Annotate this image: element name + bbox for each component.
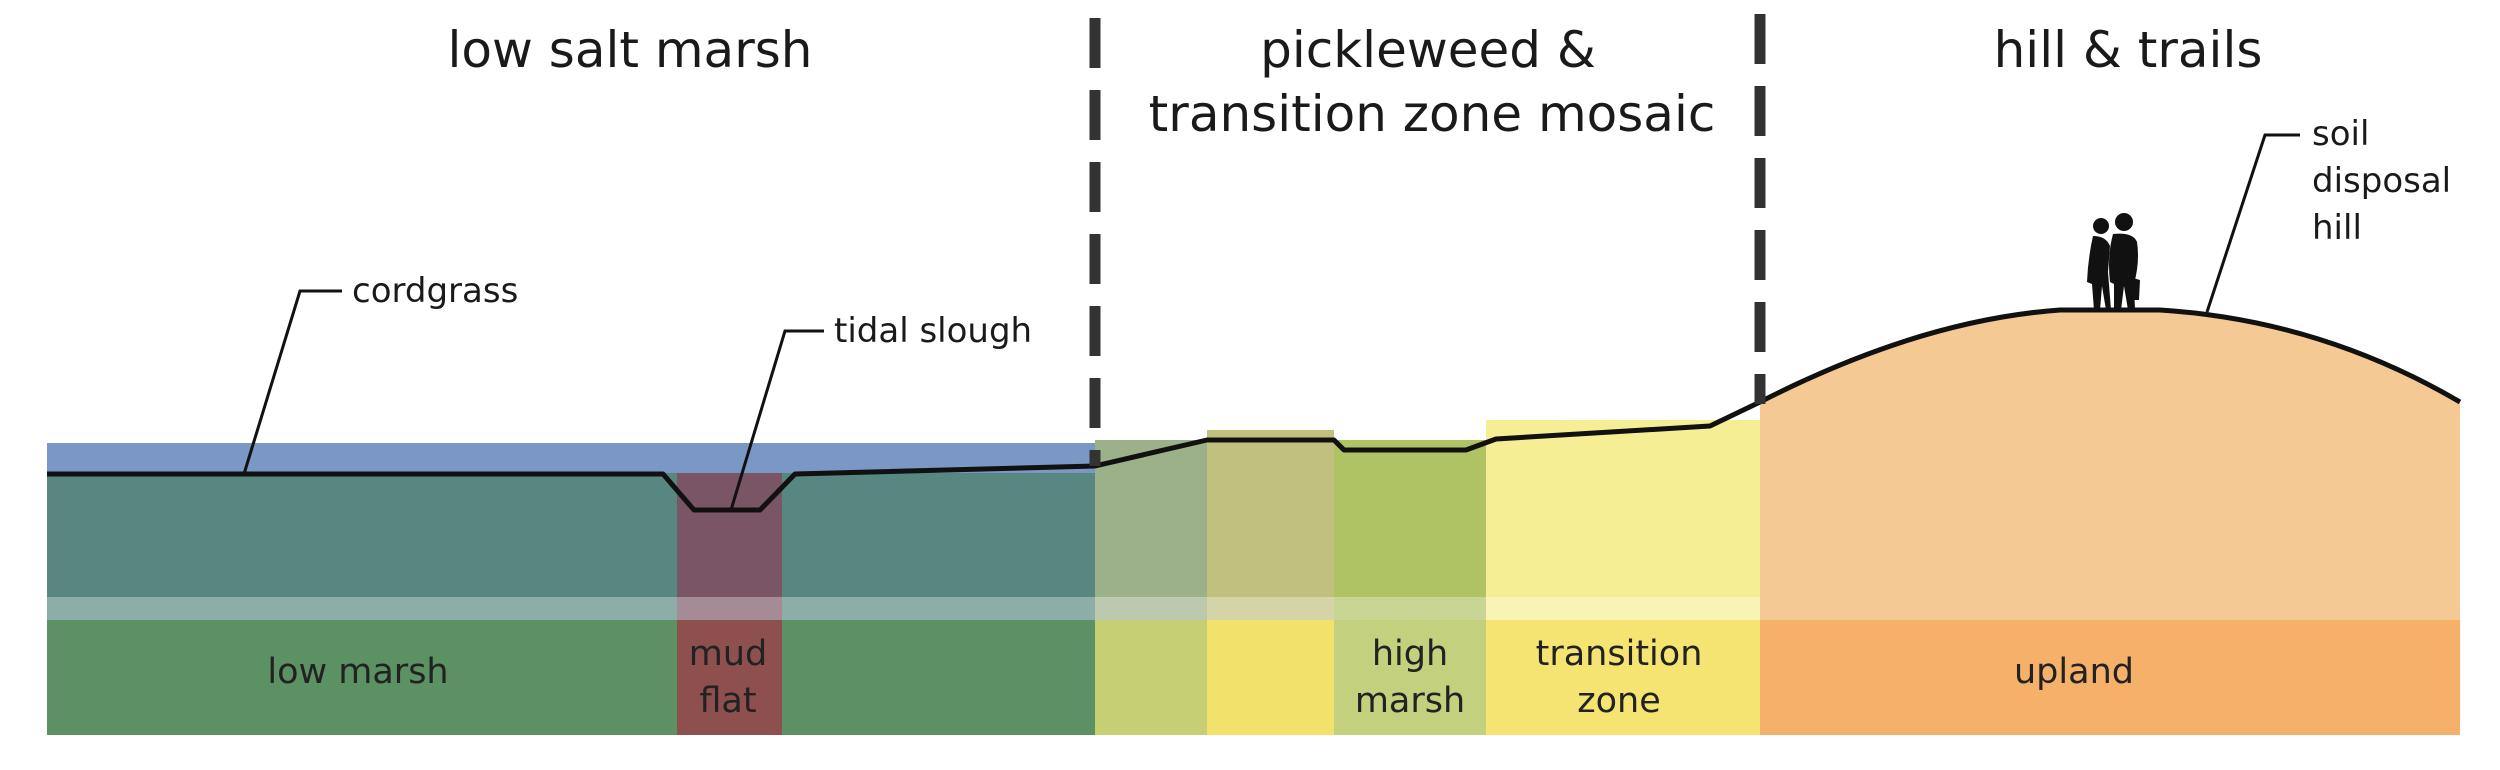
label-soil-line2: disposal (2312, 161, 2451, 201)
mosaic-1-upper (1095, 440, 1207, 620)
header-hill-trails: hill & trails (1994, 21, 2263, 79)
header-pickleweed-line2: transition zone mosaic (1149, 85, 1716, 143)
label-cordgrass: cordgrass (352, 271, 518, 311)
upland-upper (1760, 310, 2460, 620)
high-marsh-upper (1334, 440, 1486, 620)
soil-hill-leader (2205, 133, 2300, 313)
mosaic-2-upper (1207, 430, 1334, 620)
tidal-slough-leader (729, 329, 824, 511)
hikers-silhouette-icon (2087, 213, 2140, 310)
soil-layers (47, 310, 2460, 735)
label-soil-line1: soil (2312, 114, 2369, 154)
mud-flat-upper (677, 473, 782, 620)
low-marsh-lower-right (782, 620, 1095, 735)
mosaic-2-lower (1207, 620, 1334, 735)
low-marsh-upper-right (782, 473, 1095, 620)
mosaic-1-lower (1095, 620, 1207, 735)
transition-lower (1486, 620, 1760, 735)
upland-lower (1760, 620, 2460, 735)
label-soil-line3: hill (2312, 208, 2362, 248)
header-pickleweed-line1: pickleweed & (1260, 21, 1596, 79)
zone-high-line2: marsh (1355, 681, 1465, 721)
zone-high-line1: high (1372, 634, 1448, 674)
pale-band (47, 597, 1760, 620)
zone-mud-line1: mud (689, 634, 768, 674)
zone-transition-line2: zone (1577, 681, 1661, 721)
zone-upland: upland (2014, 652, 2134, 692)
ground-profile-line (47, 307, 2462, 513)
zone-low-marsh: low marsh (267, 652, 448, 692)
high-marsh-lower (1334, 620, 1486, 735)
label-tidal-slough: tidal slough (834, 311, 1032, 351)
low-marsh-lower-left (47, 620, 677, 735)
transition-upper (1486, 420, 1760, 620)
zone-mud-line2: flat (699, 681, 756, 721)
mud-flat-lower (677, 620, 782, 735)
cordgrass-leader (242, 289, 342, 475)
header-low-salt-marsh: low salt marsh (448, 21, 813, 79)
zone-transition-line1: transition (1536, 634, 1703, 674)
low-marsh-upper-left (47, 473, 677, 620)
